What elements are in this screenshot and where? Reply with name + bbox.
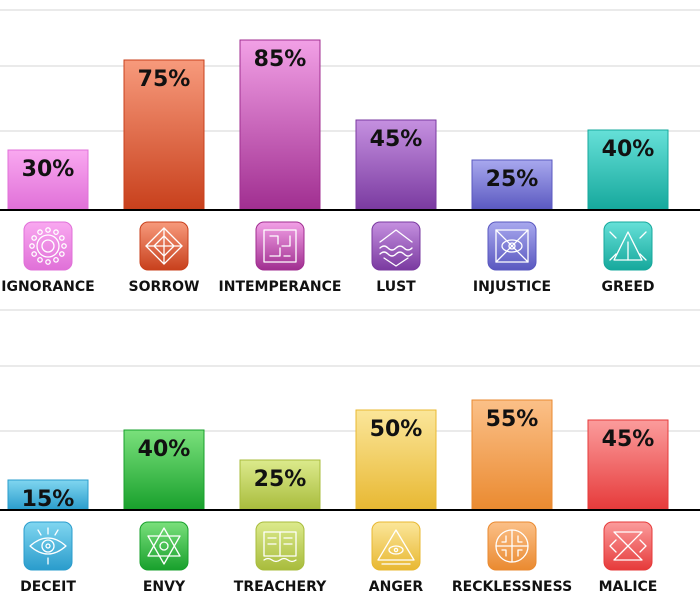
value-label-intemperance: 85%	[254, 47, 307, 72]
category-label-malice: MALICE	[599, 579, 658, 595]
all-seeing-eye-icon	[23, 521, 73, 571]
value-label-deceit: 15%	[22, 487, 75, 512]
category-label-treachery: TREACHERY	[234, 579, 327, 595]
value-label-sorrow: 75%	[138, 67, 191, 92]
star-triangle-icon	[139, 521, 189, 571]
category-label-deceit: DECEIT	[20, 579, 76, 595]
category-label-envy: ENVY	[143, 579, 186, 595]
mountain-waves-icon	[371, 221, 421, 271]
category-label-lust: LUST	[376, 279, 416, 295]
bar-treachery	[239, 459, 321, 511]
hourglass-rune-icon	[603, 521, 653, 571]
scroll-icon	[255, 521, 305, 571]
value-label-lust: 45%	[370, 127, 423, 152]
category-label-greed: GREED	[601, 279, 654, 295]
value-label-injustice: 25%	[486, 167, 539, 192]
category-label-sorrow: SORROW	[129, 279, 200, 295]
triangle-rune-icon	[603, 221, 653, 271]
value-label-envy: 40%	[138, 437, 191, 462]
bar-intemperance	[239, 39, 321, 211]
value-label-recklessness: 55%	[486, 407, 539, 432]
bar-greed	[587, 129, 669, 211]
value-label-malice: 45%	[602, 427, 655, 452]
bar-lust	[355, 119, 437, 211]
value-label-treachery: 25%	[254, 467, 307, 492]
bar-anger	[355, 409, 437, 511]
bar-malice	[587, 419, 669, 511]
bar-recklessness	[471, 399, 553, 511]
compass-icon	[139, 221, 189, 271]
category-label-ignorance: IGNORANCE	[1, 279, 95, 295]
pyramid-eye-icon	[371, 521, 421, 571]
bar-envy	[123, 429, 205, 511]
chart-panel-top: 30% IGNORANCE 75% SORROW 85% INTEMPERANCE 45% L…	[0, 9, 700, 295]
category-label-intemperance: INTEMPERANCE	[219, 279, 342, 295]
category-label-anger: ANGER	[369, 579, 424, 595]
bar-injustice	[471, 159, 553, 211]
category-label-injustice: INJUSTICE	[473, 279, 551, 295]
category-label-recklessness: RECKLESSNESS	[452, 579, 572, 595]
bar-ignorance	[7, 149, 89, 211]
sun-icon	[23, 221, 73, 271]
chart-panel-bottom: 15% DECEIT 40% ENVY 25% TREACHERY 50% ANGER 55% R…	[0, 309, 700, 595]
eye-diamond-icon	[487, 221, 537, 271]
value-label-anger: 50%	[370, 417, 423, 442]
value-label-ignorance: 30%	[22, 157, 75, 182]
value-label-greed: 40%	[602, 137, 655, 162]
celtic-cross-icon	[487, 521, 537, 571]
maze-icon	[255, 221, 305, 271]
